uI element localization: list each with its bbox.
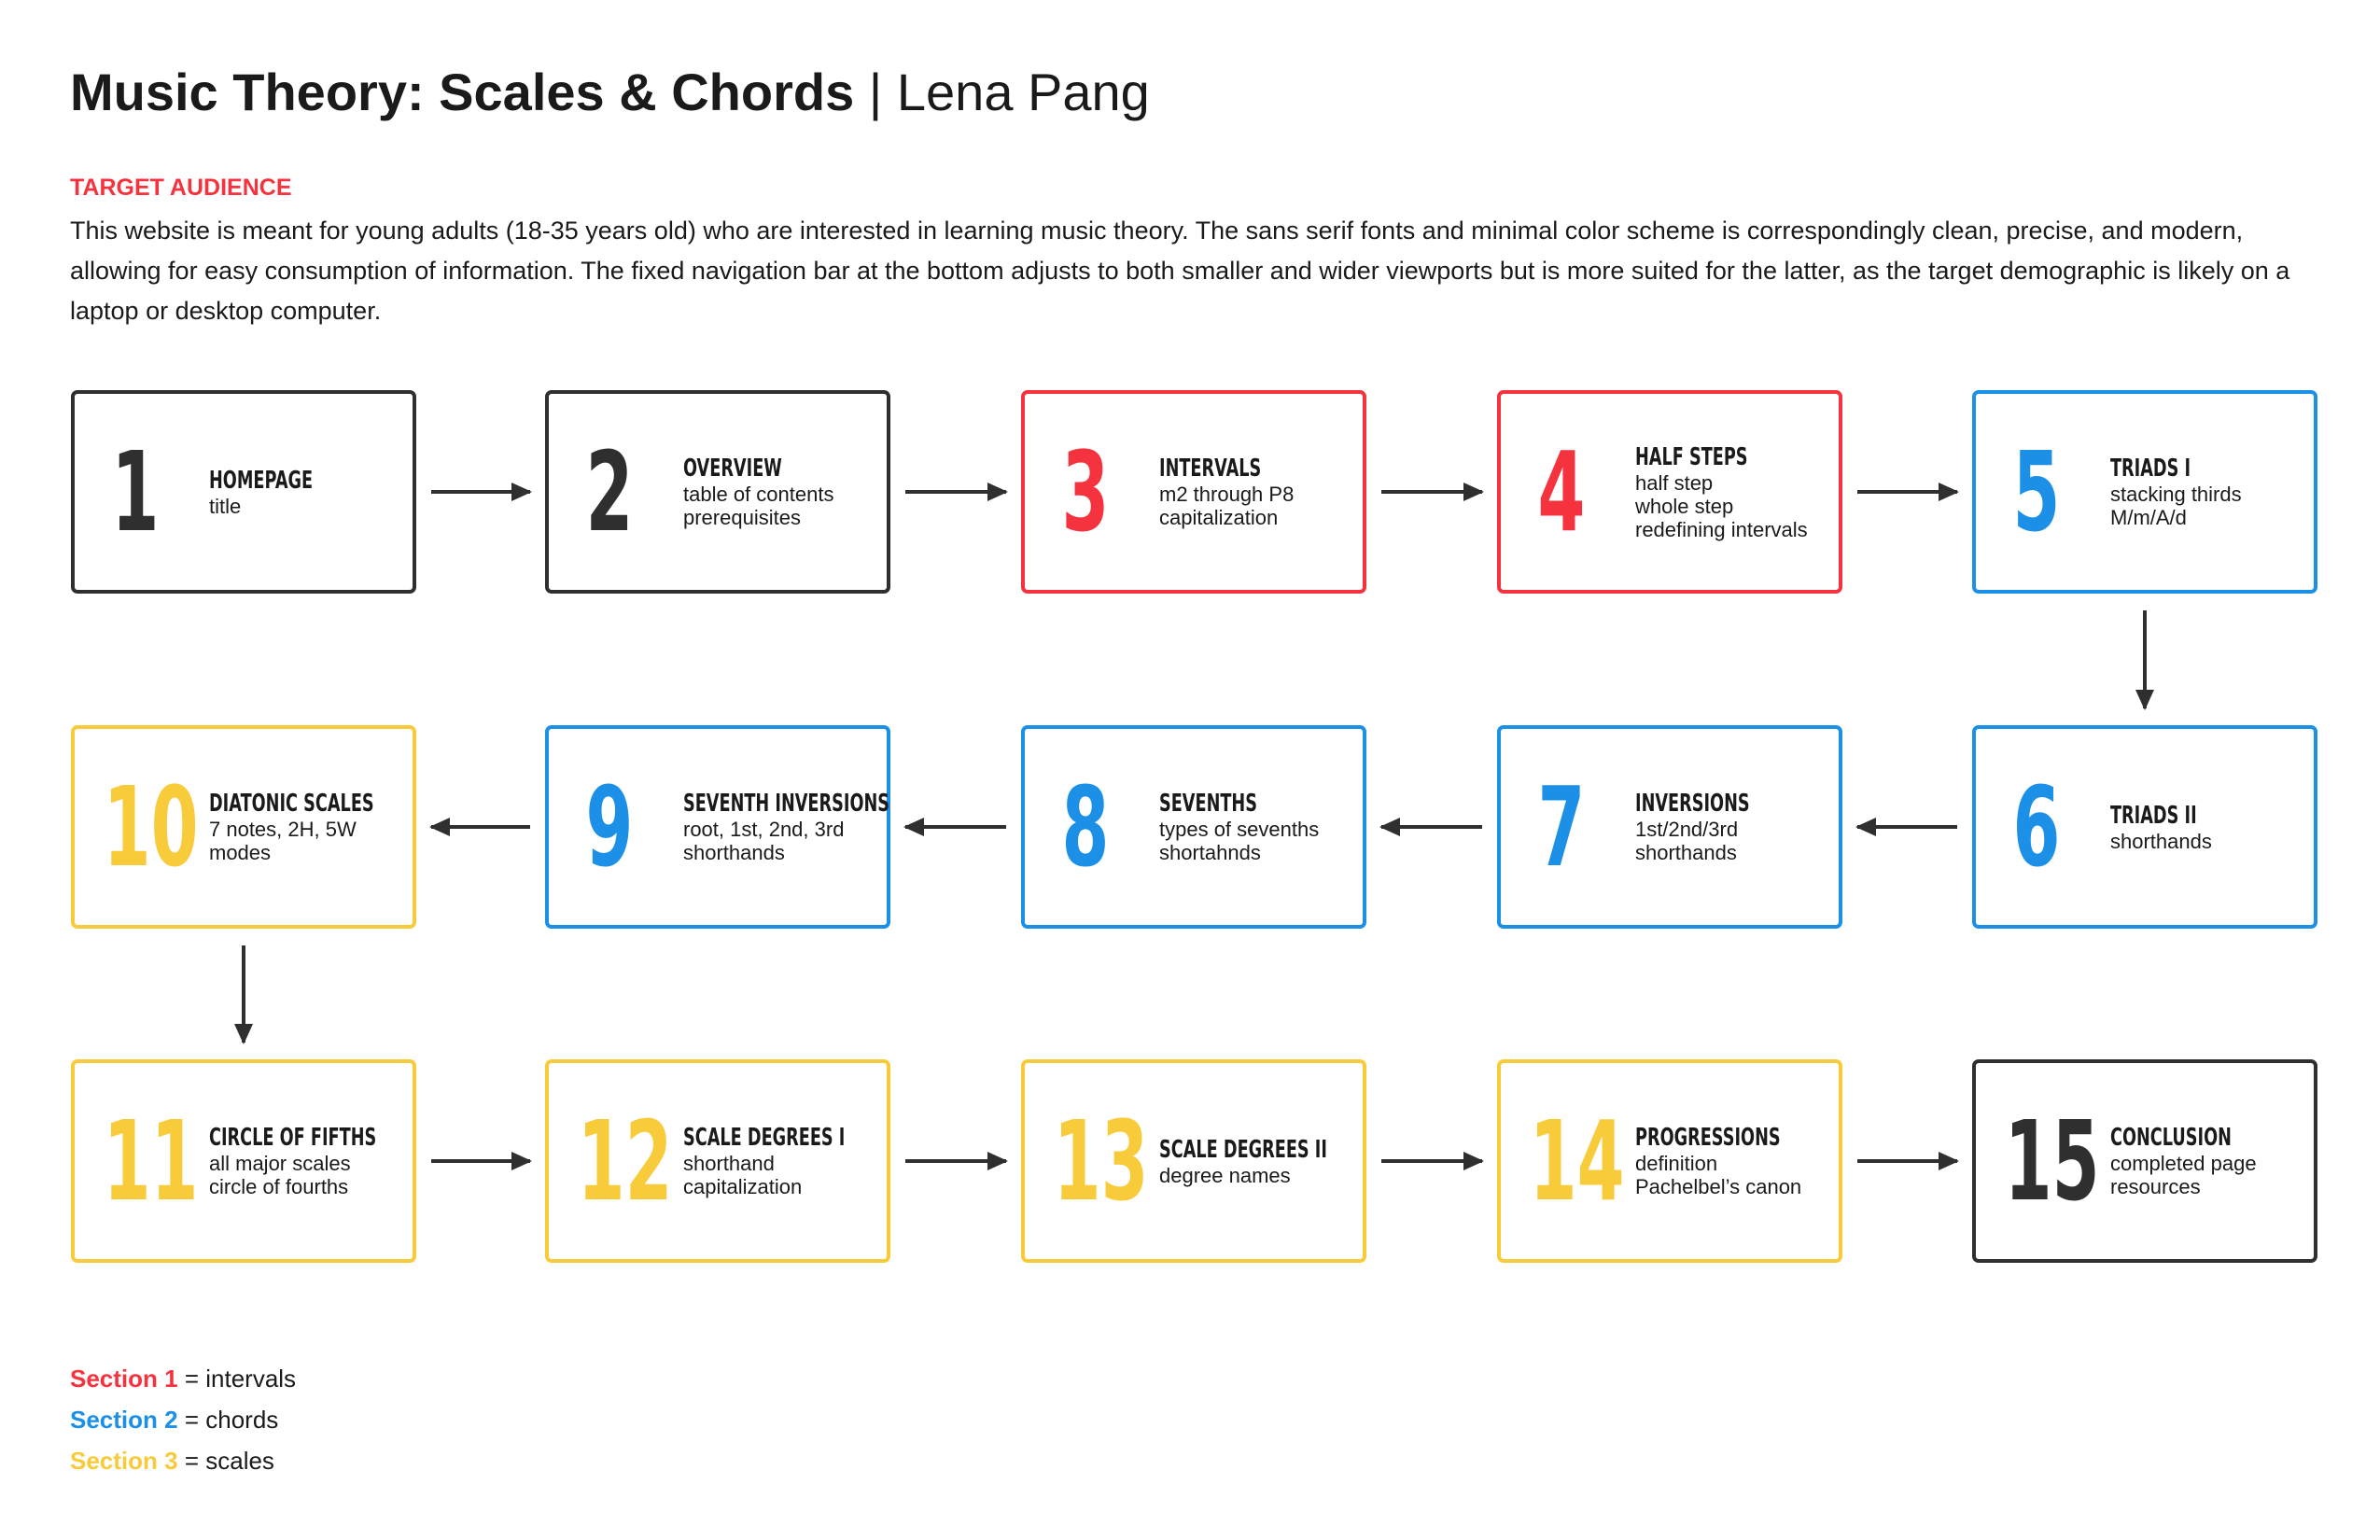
page-detail: whole step xyxy=(1635,494,1734,518)
title-author: Lena Pang xyxy=(896,63,1150,121)
page-number: 5 xyxy=(2012,427,2061,556)
page-detail: degree names xyxy=(1159,1163,1291,1187)
legend-item: Section 1 = intervals xyxy=(70,1365,296,1393)
page-detail: modes xyxy=(209,841,272,864)
page-detail: shorthands xyxy=(683,841,785,864)
page-detail: prerequisites xyxy=(683,506,801,529)
page-detail: table of contents xyxy=(683,483,834,506)
page-number: 6 xyxy=(2012,763,2061,891)
page-detail: 1st/2nd/3rd xyxy=(1635,818,1739,841)
title-main: Music Theory: Scales & Chords xyxy=(70,63,855,121)
page-text: DIATONIC SCALES 7 notes, 2H, 5W modes xyxy=(209,729,405,925)
page-text: CONCLUSION completed page resources xyxy=(2110,1063,2306,1259)
page-detail: M/m/A/d xyxy=(2110,506,2187,529)
page-number: 1 xyxy=(111,427,160,556)
page-text: HOMEPAGE title xyxy=(209,394,405,590)
title-separator: | xyxy=(868,63,883,121)
page-label: TRIADS I xyxy=(2110,455,2191,483)
page-text: TRIADS II shorthands xyxy=(2110,729,2306,925)
page-label: OVERVIEW xyxy=(683,455,782,483)
page-box-2: 2 OVERVIEW table of contents prerequisites xyxy=(545,390,890,594)
page-box-1: 1 HOMEPAGE title xyxy=(71,390,416,594)
page-label: CONCLUSION xyxy=(2110,1124,2232,1152)
page-detail: shorthands xyxy=(2110,829,2212,853)
page-box-11: 11 CIRCLE OF FIFTHS all major scales circle… xyxy=(71,1059,416,1263)
page-detail: shortahnds xyxy=(1159,841,1261,864)
legend-description: = chords xyxy=(184,1406,279,1434)
page-detail: half step xyxy=(1635,470,1714,495)
page-detail: stacking thirds xyxy=(2110,483,2242,506)
page-label: SEVENTHS xyxy=(1159,790,1257,818)
page-detail: m2 through P8 xyxy=(1159,483,1295,506)
page-text: OVERVIEW table of contents prerequisites xyxy=(683,394,879,590)
page-box-13: 13 SCALE DEGREES II degree names xyxy=(1021,1059,1366,1263)
page-detail: title xyxy=(209,494,242,518)
audience-text: This website is meant for young adults (… xyxy=(70,217,2290,325)
legend-description: = intervals xyxy=(184,1365,297,1393)
legend-item: Section 2 = chords xyxy=(70,1406,278,1434)
page-detail: types of sevenths xyxy=(1159,818,1320,841)
page-detail: shorthands xyxy=(1635,841,1737,864)
page-box-7: 7 INVERSIONS 1st/2nd/3rd shorthands xyxy=(1497,725,1842,929)
page-number: 3 xyxy=(1061,427,1110,556)
page-number: 7 xyxy=(1537,763,1586,891)
page-text: INTERVALS m2 through P8 capitalization xyxy=(1159,394,1355,590)
page-detail: completed page xyxy=(2110,1152,2257,1175)
page-detail: root, 1st, 2nd, 3rd xyxy=(683,818,845,841)
legend-section-name: Section 3 xyxy=(70,1447,178,1475)
page-text: SEVENTH INVERSIONS root, 1st, 2nd, 3rd sho… xyxy=(683,729,889,925)
legend-item: Section 3 = scales xyxy=(70,1447,274,1475)
page-label: HALF STEPS xyxy=(1635,442,1748,471)
page-box-3: 3 INTERVALS m2 through P8 capitalization xyxy=(1021,390,1366,594)
page-label: TRIADS II xyxy=(2110,801,2197,830)
page-text: INVERSIONS 1st/2nd/3rd shorthands xyxy=(1635,729,1831,925)
page-text: PROGRESSIONS definition Pachelbel’s canon xyxy=(1635,1063,1831,1259)
page-text: SEVENTHS types of sevenths shortahnds xyxy=(1159,729,1355,925)
page-box-9: 9 SEVENTH INVERSIONS root, 1st, 2nd, 3rd sh… xyxy=(545,725,890,929)
audience-label: TARGET AUDIENCE xyxy=(70,175,292,201)
page-box-10: 10 DIATONIC SCALES 7 notes, 2H, 5W modes xyxy=(71,725,416,929)
page-detail: redefining intervals xyxy=(1635,517,1808,541)
page-box-8: 8 SEVENTHS types of sevenths shortahnds xyxy=(1021,725,1366,929)
page-number: 9 xyxy=(585,763,634,891)
page-title: Music Theory: Scales & Chords | Lena Pan… xyxy=(70,58,1150,127)
legend-section-name: Section 1 xyxy=(70,1365,178,1393)
page-label: PROGRESSIONS xyxy=(1635,1124,1781,1152)
page-text: SCALE DEGREES II degree names xyxy=(1159,1063,1355,1259)
page-detail: capitalization xyxy=(1159,506,1279,529)
page-detail: definition xyxy=(1635,1152,1718,1175)
page-label: INVERSIONS xyxy=(1635,790,1750,818)
page-box-6: 6 TRIADS II shorthands xyxy=(1972,725,2317,929)
legend-description: = scales xyxy=(184,1447,274,1475)
page-number: 2 xyxy=(585,427,634,556)
page-detail: 7 notes, 2H, 5W xyxy=(209,818,357,841)
page-detail: Pachelbel’s canon xyxy=(1635,1175,1802,1198)
page-detail: circle of fourths xyxy=(209,1175,349,1198)
page-detail: shorthand xyxy=(683,1152,775,1175)
page-box-4: 4 HALF STEPS half step whole step redefining… xyxy=(1497,390,1842,594)
page-detail: all major scales xyxy=(209,1152,351,1175)
page-number: 4 xyxy=(1537,427,1586,556)
page-detail: resources xyxy=(2110,1175,2201,1198)
page-number: 8 xyxy=(1061,763,1110,891)
page-box-14: 14 PROGRESSIONS definition Pachelbel’s cano… xyxy=(1497,1059,1842,1263)
legend-section-name: Section 2 xyxy=(70,1406,178,1434)
page-detail: capitalization xyxy=(683,1175,803,1198)
page-text: HALF STEPS half step whole step redefining … xyxy=(1635,394,1831,590)
page-box-15: 15 CONCLUSION completed page resources xyxy=(1972,1059,2317,1263)
page-label: INTERVALS xyxy=(1159,455,1262,483)
page-text: CIRCLE OF FIFTHS all major scales circle o… xyxy=(209,1063,405,1259)
page-label: HOMEPAGE xyxy=(209,466,314,495)
